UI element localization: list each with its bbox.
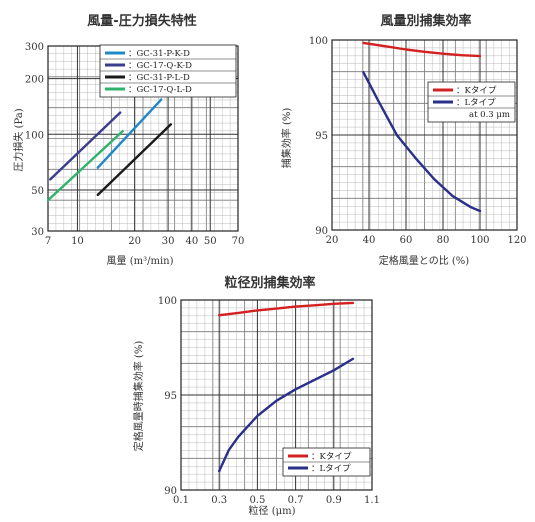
chart2-legend-label: ：Kタイプ: [456, 86, 497, 96]
chart2-legend: ：Kタイプ ：Lタイプ at 0.3 μm: [427, 81, 516, 123]
chart3-legend-label: ：Kタイプ: [311, 452, 352, 462]
chart1-y-tick-label: 300: [25, 42, 44, 53]
chart1-x-tick-label: 70: [232, 236, 245, 247]
chart1-xlabel: 風量 (m³/min): [107, 255, 174, 267]
chart3-title: 粒径別捕集効率: [224, 275, 315, 291]
chart1-legend-label: ：GC-31-P-L-D: [128, 73, 190, 83]
chart1-series-line: [46, 129, 124, 202]
chart3-series-line: [217, 301, 355, 317]
chart2-ticks: 20 40 60 80 100 120 90 95 100: [309, 36, 527, 246]
chart-efficiency-by-airflow: 風量別捕集効率 20 40 60 80 100 120 90 95 100 ：Kタイプ ：Lタイプ…: [280, 13, 527, 267]
chart1-series-line: [96, 98, 163, 169]
chart2-xlabel: 定格風量との比 (%): [379, 254, 469, 267]
chart2-x-tick-label: 40: [363, 235, 376, 246]
chart2-y-tick-label: 90: [315, 226, 328, 237]
chart2-frame: [331, 39, 518, 231]
chart1-legend-label: ：GC-31-P-K-D: [128, 49, 190, 59]
chart3-series: [217, 301, 355, 473]
chart3-y-tick-label: 95: [164, 391, 177, 402]
chart1-ticks: 7 10 20 30 40 50 70 30 50 100 200 300: [25, 42, 244, 247]
chart3-legend: ：Kタイプ ：Lタイプ: [282, 447, 371, 477]
chart3-x-tick-label: 0.3: [211, 495, 227, 506]
chart2-x-tick-label: 20: [326, 235, 339, 246]
chart1-y-tick-label: 200: [25, 75, 44, 86]
chart2-x-tick-label: 60: [400, 235, 413, 246]
chart2-x-tick-label: 80: [437, 235, 450, 246]
chart3-y-tick-label: 100: [158, 296, 177, 307]
chart3-x-tick-label: 1.1: [364, 495, 380, 506]
chart2-series-line: [362, 41, 482, 58]
chart3-xlabel: 粒径 (μm): [249, 504, 296, 517]
chart-airflow-pressure: 風量-圧力損失特性 7 10 20 30 40 50 70 30 50 100 200 300 ：GC…: [12, 13, 244, 267]
chart1-title: 風量-圧力損失特性: [87, 13, 196, 29]
chart3-x-tick-label: 0.7: [288, 495, 304, 506]
chart1-y-tick-label: 50: [31, 186, 44, 197]
chart3-ylabel: 定格風量時捕集効率 (%): [132, 341, 145, 452]
chart2-annotation: at 0.3 μm: [469, 110, 510, 120]
chart1-series: [46, 98, 173, 202]
chart1-legend-label: ：GC-17-Q-L-D: [128, 85, 192, 95]
chart2-x-tick-label: 120: [507, 235, 526, 246]
chart3-ticks: 0.1 0.3 0.5 0.7 0.9 1.1 90 95 100: [158, 296, 380, 506]
chart1-legend: ：GC-31-P-K-D ：GC-17-Q-K-D ：GC-31-P-L-D ：GC-…: [99, 44, 237, 98]
chart1-y-tick-label: 100: [25, 130, 44, 141]
chart3-x-tick-label: 0.1: [173, 495, 189, 506]
chart1-x-tick-label: 10: [71, 236, 84, 247]
chart1-y-tick-label: 30: [31, 227, 44, 238]
chart1-legend-label: ：GC-17-Q-K-D: [128, 61, 192, 71]
chart2-legend-label: ：Lタイプ: [456, 98, 496, 108]
chart1-series-line: [96, 123, 173, 197]
chart3-frame: [180, 299, 373, 491]
chart3-y-tick-label: 90: [164, 486, 177, 497]
chart2-y-tick-label: 100: [309, 36, 328, 47]
chart3-x-tick-label: 0.9: [326, 495, 342, 506]
chart2-series: [362, 41, 482, 213]
chart2-title: 風量別捕集効率: [380, 13, 471, 29]
chart3-series-line: [217, 357, 355, 473]
chart2-ylabel: 捕集効率 (%): [280, 108, 293, 169]
chart2-y-tick-label: 95: [315, 131, 328, 142]
chart1-x-tick-label: 40: [185, 236, 198, 247]
chart1-x-tick-label: 50: [204, 236, 217, 247]
chart1-x-tick-label: 20: [128, 236, 141, 247]
chart1-x-tick-label: 7: [45, 236, 51, 247]
chart2-grid: [331, 39, 518, 231]
chart1-x-tick-label: 30: [162, 236, 175, 247]
chart3-x-tick-label: 0.5: [249, 495, 265, 506]
chart1-series-line: [49, 111, 122, 181]
chart2-x-tick-label: 100: [470, 235, 489, 246]
chart2-series-line: [362, 71, 482, 213]
chart3-legend-label: ：Lタイプ: [311, 464, 351, 474]
chart1-ylabel: 圧力損失 (Pa): [12, 108, 25, 171]
